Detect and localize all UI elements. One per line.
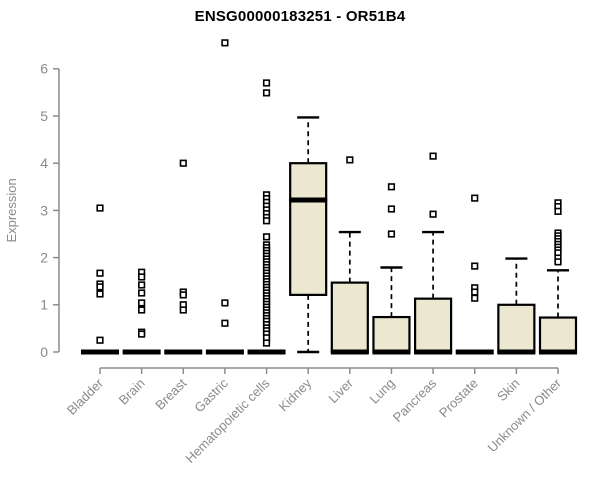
box-bladder	[81, 204, 119, 355]
outlier-point	[387, 205, 396, 213]
outlier-point	[221, 299, 229, 307]
outlier-point	[262, 217, 271, 225]
x-tick-label: Unknown / Other	[485, 375, 565, 455]
x-tick-label: Liver	[325, 375, 356, 406]
outlier-point	[96, 336, 104, 344]
outlier-point	[179, 291, 187, 299]
y-tick-label: 1	[40, 297, 48, 313]
outlier-point	[429, 152, 437, 160]
box-skin	[497, 257, 536, 355]
y-tick-label: 4	[40, 155, 48, 171]
outlier-point	[96, 283, 104, 291]
outlier-point	[471, 262, 479, 270]
outlier-point	[471, 194, 479, 202]
x-tick-label: Pancreas	[390, 375, 440, 425]
outlier-point	[554, 258, 562, 266]
box-brain	[122, 268, 161, 355]
iqr-box	[538, 316, 578, 354]
box-kidney	[289, 116, 328, 354]
outlier-point	[346, 156, 354, 164]
box-lung	[372, 183, 411, 355]
iqr-box	[372, 315, 411, 354]
x-tick-label: Lung	[367, 376, 398, 407]
x-tick-label: Gastric	[191, 375, 231, 415]
iqr-box	[497, 303, 536, 354]
x-tick-label: Kidney	[276, 375, 315, 414]
outlier-point	[179, 306, 187, 314]
box-unknown-other	[538, 199, 578, 355]
x-tick-label: Brain	[116, 376, 148, 408]
x-tick-label: Prostate	[436, 376, 481, 421]
box-pancreas	[413, 152, 453, 355]
chart-title: ENSG00000183251 - OR51B4	[194, 8, 406, 25]
outlier-point	[471, 294, 479, 302]
y-tick-label: 5	[40, 108, 48, 124]
box-liver	[330, 156, 369, 355]
outlier-point	[262, 233, 271, 241]
box-gastric	[205, 39, 244, 355]
box-hematopoietic-cells	[247, 79, 286, 355]
box-breast	[164, 159, 203, 355]
x-tick-label: Breast	[152, 375, 189, 412]
outlier-point	[554, 207, 562, 215]
outlier-point	[262, 89, 271, 97]
y-tick-label: 6	[40, 61, 48, 77]
outlier-point	[138, 273, 146, 281]
y-tick-label: 0	[40, 344, 48, 360]
x-tick-label: Bladder	[64, 375, 107, 418]
outlier-point	[221, 319, 229, 327]
y-tick-label: 2	[40, 250, 48, 266]
iqr-box	[330, 281, 369, 354]
outlier-point	[262, 339, 271, 347]
outlier-point	[221, 39, 229, 47]
outlier-point	[138, 281, 146, 289]
outlier-point	[138, 306, 146, 314]
y-tick-label: 3	[40, 202, 48, 218]
outlier-point	[138, 330, 146, 338]
outlier-point	[96, 290, 104, 298]
iqr-box	[413, 297, 453, 354]
x-tick-label: Skin	[494, 376, 522, 404]
outlier-point	[96, 269, 104, 277]
outlier-point	[262, 79, 271, 87]
outlier-point	[471, 288, 479, 296]
box-prostate	[455, 194, 494, 355]
outlier-point	[429, 210, 437, 218]
outlier-point	[179, 159, 187, 167]
iqr-box	[289, 162, 328, 296]
outlier-point	[138, 289, 146, 297]
outlier-point	[387, 183, 396, 191]
y-axis-title: Expression	[4, 178, 19, 242]
outlier-point	[96, 204, 104, 212]
outlier-point	[138, 299, 146, 307]
y-axis: 0 1 2 3 4 5 6 Expression	[4, 61, 60, 360]
outlier-point	[387, 230, 396, 238]
